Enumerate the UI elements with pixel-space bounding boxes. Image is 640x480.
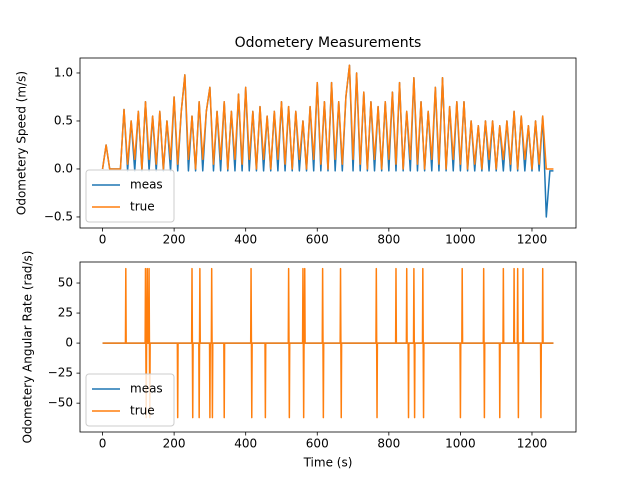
y-axis-label: Odometery Speed (m/s) — [15, 71, 29, 215]
legend-label: true — [130, 200, 155, 214]
x-tick-label: 1000 — [445, 233, 476, 247]
legend-label: meas — [130, 382, 163, 396]
chart-title: Odometery Measurements — [235, 35, 422, 51]
x-tick-label: 600 — [306, 437, 329, 451]
x-tick-label: 800 — [377, 233, 400, 247]
y-tick-label: 50 — [58, 276, 73, 290]
y-tick-label: −50 — [48, 396, 73, 410]
series-line — [101, 64, 554, 170]
axes-frame — [79, 261, 577, 433]
x-tick-label: 600 — [306, 233, 329, 247]
x-tick-label: 0 — [99, 233, 107, 247]
x-tick-label: 400 — [234, 437, 257, 451]
legend-box — [85, 373, 175, 427]
axes-frame — [79, 57, 577, 229]
series-line — [102, 267, 554, 419]
x-tick-label: 1200 — [517, 233, 548, 247]
y-tick-label: −0.5 — [44, 209, 73, 223]
x-tick-label: 1000 — [445, 437, 476, 451]
y-tick-label: 0.5 — [54, 113, 73, 127]
y-axis-label: Odometery Angular Rate (rad/s) — [21, 251, 35, 444]
x-tick-label: 1200 — [517, 437, 548, 451]
x-axis-label: Time (s) — [303, 456, 353, 470]
legend-box — [85, 169, 175, 223]
x-tick-label: 400 — [234, 233, 257, 247]
y-tick-label: −25 — [48, 366, 73, 380]
x-tick-label: 200 — [163, 437, 186, 451]
x-tick-label: 800 — [377, 437, 400, 451]
x-tick-label: 0 — [99, 437, 107, 451]
y-tick-label: 25 — [58, 306, 73, 320]
y-tick-label: 0.0 — [54, 161, 73, 175]
legend-label: meas — [130, 178, 163, 192]
y-tick-label: 0 — [65, 336, 73, 350]
legend-label: true — [130, 404, 155, 418]
x-tick-label: 200 — [163, 233, 186, 247]
y-tick-label: 1.0 — [54, 65, 73, 79]
